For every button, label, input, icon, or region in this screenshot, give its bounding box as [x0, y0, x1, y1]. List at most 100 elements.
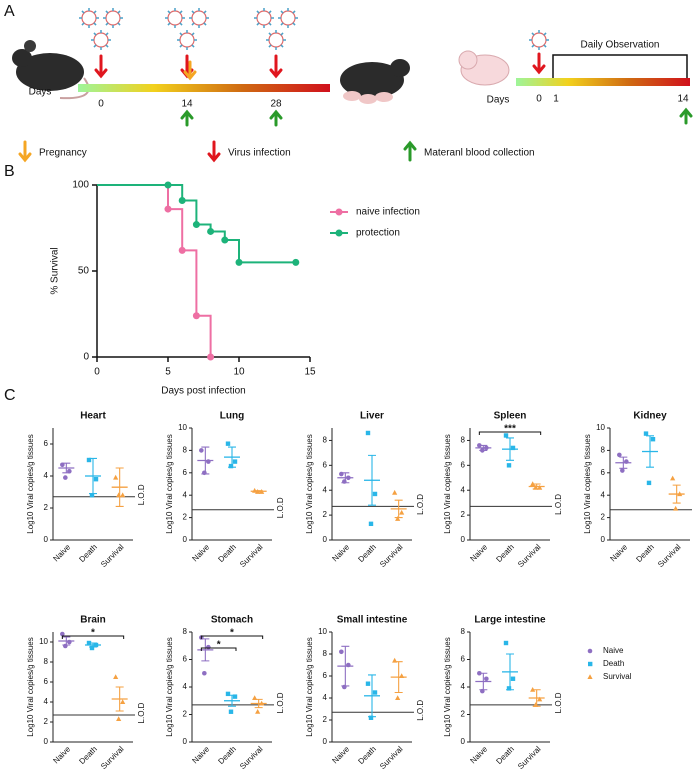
y-tick-label: 2 [323, 510, 328, 519]
y-tick-label: 0 [44, 737, 49, 746]
virus-spike [93, 32, 97, 36]
survival-point [178, 196, 186, 204]
data-point [113, 474, 119, 480]
y-tick-label: 8 [323, 649, 328, 658]
error-bar [479, 444, 488, 451]
x-tick-label: 15 [304, 367, 316, 378]
y-tick-label: 8 [461, 436, 466, 445]
y-tick-label: 6 [183, 468, 188, 477]
legend-marker [588, 661, 593, 667]
y-tick-label: 2 [183, 710, 188, 719]
y-tick-label: 0 [461, 737, 466, 746]
error-bar [115, 467, 124, 507]
y-tick-label: 6 [44, 677, 49, 686]
virus-spike [81, 22, 85, 26]
y-tick-label: 0 [461, 535, 466, 544]
y-tick-label: 2 [461, 710, 466, 719]
y-tick-label: 6 [323, 671, 328, 680]
x-tick-label: Naive [330, 744, 351, 765]
chart-title: Lung [220, 411, 244, 422]
y-tick-label: 2 [44, 717, 49, 726]
y-tick-label: 2 [461, 510, 466, 519]
y-tick-label: 4 [461, 485, 466, 494]
virus-spike [105, 44, 109, 48]
significance-label: *** [504, 424, 516, 435]
data-point [232, 694, 238, 699]
virus-spike [179, 44, 183, 48]
x-tick-label: Survival [238, 542, 265, 569]
timeline-bar [78, 84, 330, 92]
y-tick-label: 4 [44, 697, 49, 706]
x-tick-label: Naive [51, 542, 72, 563]
data-point [89, 645, 95, 651]
lod-label: L.O.D [554, 494, 563, 515]
survival-point [292, 258, 300, 266]
legend-marker [335, 208, 343, 216]
virus-spike [179, 10, 183, 14]
data-point [399, 509, 405, 515]
virus-spike [105, 32, 109, 36]
day-label: 0 [536, 94, 542, 105]
data-point [225, 441, 231, 446]
y-tick-label: 6 [461, 460, 466, 469]
significance-bracket [61, 635, 125, 639]
data-point [530, 481, 536, 486]
significance-bracket [200, 647, 237, 651]
error-bar [646, 435, 654, 468]
y-tick-label: 6 [44, 439, 49, 448]
virus-spike [531, 44, 535, 48]
lod-label: L.O.D [416, 494, 425, 515]
day-label: 0 [98, 99, 104, 110]
data-point [86, 457, 92, 463]
y-tick-label: 2 [183, 513, 188, 522]
panel-label: C [4, 387, 16, 404]
x-tick-label: Death [77, 543, 98, 564]
data-point [199, 448, 204, 453]
x-tick-label: Death [356, 543, 377, 564]
legend-label: Virus infection [228, 148, 291, 159]
lod-label: L.O.D [137, 484, 146, 505]
data-point [202, 670, 207, 676]
x-tick-label: Naive [190, 744, 211, 765]
day-label: 14 [677, 94, 689, 105]
data-point [252, 695, 258, 700]
data-point [89, 493, 95, 498]
day-label: 28 [270, 99, 282, 110]
virus-spike [280, 32, 284, 36]
virus-icon [93, 32, 109, 48]
y-tick-label: 4 [183, 682, 188, 691]
observation-bracket [552, 54, 688, 78]
virus-spike [117, 22, 121, 26]
data-point [506, 463, 512, 468]
survival-point [192, 221, 200, 229]
data-point [503, 433, 509, 438]
data-point [228, 709, 234, 714]
error-bar [62, 636, 71, 646]
data-point [255, 708, 261, 714]
virus-spike [179, 32, 183, 36]
legend-marker [335, 229, 343, 237]
data-point [537, 696, 543, 702]
x-tick-label: 5 [165, 367, 171, 378]
legend-arrow [207, 140, 221, 163]
survival-point [221, 236, 229, 244]
y-tick-label: 8 [601, 446, 606, 455]
error-bar [619, 456, 628, 469]
day-label: 1 [553, 94, 559, 105]
virus-spike [268, 22, 272, 26]
virus-spike [256, 22, 260, 26]
y-tick-label: 0 [44, 535, 49, 544]
x-tick-label: Death [216, 745, 237, 766]
x-tick-label: Survival [99, 542, 126, 569]
y-tick-label: 8 [44, 657, 49, 666]
x-tick-label: Survival [378, 542, 405, 569]
y-tick-label: 10 [318, 627, 327, 636]
error-bar [228, 446, 236, 468]
error-bar [532, 483, 541, 490]
data-point [228, 463, 234, 469]
error-bar [368, 674, 376, 718]
y-tick-label: 4 [601, 490, 606, 499]
survival-point [178, 246, 186, 254]
virus-icon [280, 10, 296, 26]
chart-title: Large intestine [474, 615, 546, 626]
